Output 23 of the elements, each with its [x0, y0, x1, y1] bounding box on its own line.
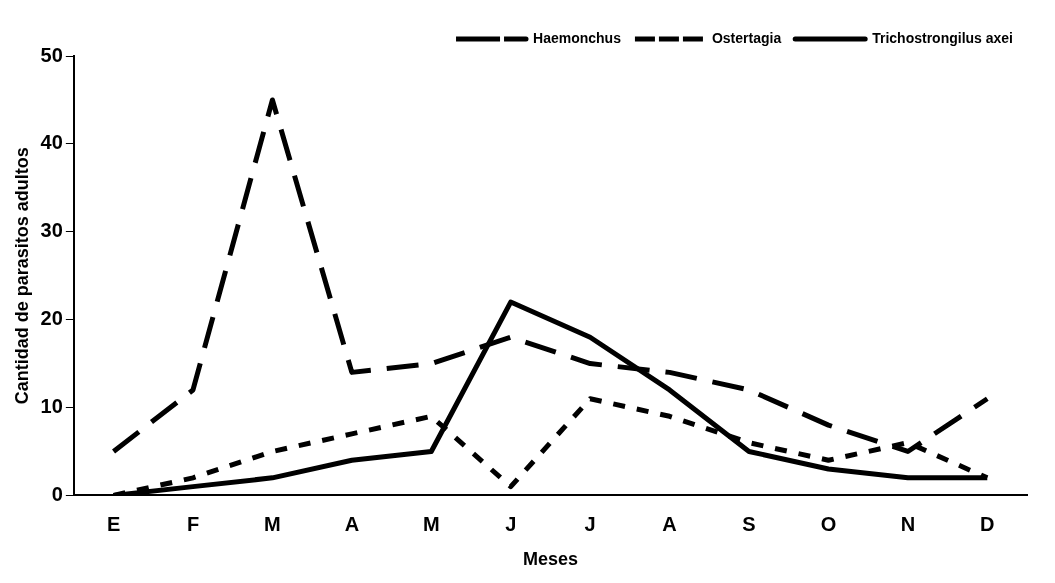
x-tick-label: J — [505, 512, 517, 535]
legend-label: Trichostrongilus axei — [872, 29, 1014, 46]
y-tick-label: 20 — [40, 307, 63, 330]
y-tick-label: 0 — [51, 482, 63, 505]
x-tick-label: A — [662, 512, 677, 535]
y-tick-label: 40 — [40, 131, 63, 154]
x-tick-label: M — [264, 512, 281, 535]
x-tick-label: O — [820, 512, 837, 535]
x-tick-label: E — [106, 512, 121, 535]
x-tick-label: D — [980, 512, 995, 535]
x-tick-label: J — [584, 512, 596, 535]
y-tick-label: 10 — [40, 395, 63, 418]
legend-label: Haemonchus — [533, 29, 622, 46]
y-tick-label: 50 — [40, 43, 63, 66]
y-tick-label: 30 — [40, 219, 63, 242]
x-tick-label: N — [900, 512, 916, 535]
x-axis-title: Meses — [522, 549, 578, 570]
y-axis-title: Cantidad de parasitos adultos — [11, 147, 32, 405]
x-tick-label: F — [186, 512, 200, 535]
legend-label: Ostertagia — [711, 29, 782, 46]
x-tick-label: S — [742, 512, 756, 535]
x-tick-label: A — [344, 512, 360, 535]
x-tick-label: M — [422, 512, 440, 535]
